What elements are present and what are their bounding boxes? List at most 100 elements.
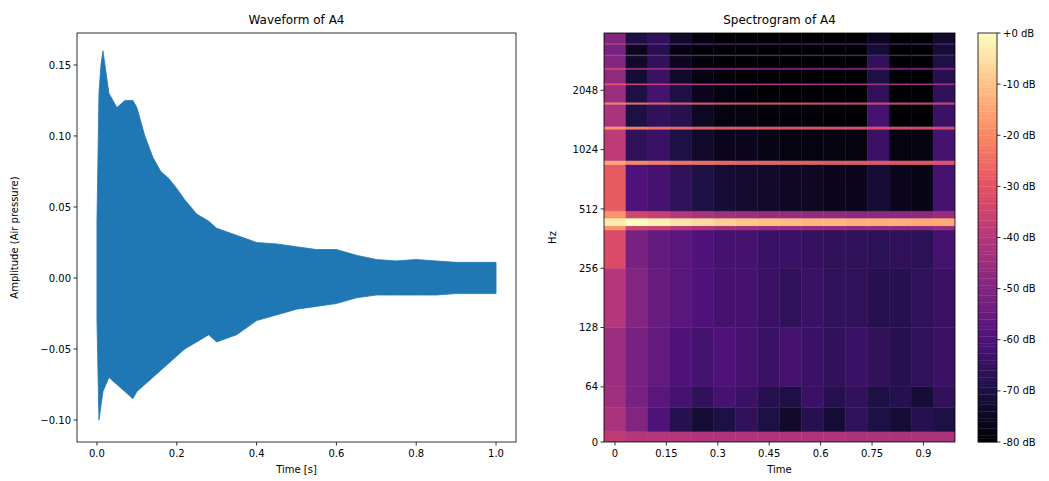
spectrogram-cell bbox=[933, 44, 955, 54]
colorbar-strip bbox=[978, 357, 997, 361]
spectrogram-cell bbox=[604, 268, 626, 327]
spectrogram-cell bbox=[648, 211, 670, 218]
colorbar-strip bbox=[978, 224, 997, 228]
y-tick-label: 0.00 bbox=[49, 273, 71, 284]
colorbar-strip bbox=[978, 142, 997, 146]
spectrogram-cell bbox=[736, 129, 758, 160]
spectrogram-cell bbox=[714, 127, 736, 130]
spectrogram-cell bbox=[801, 387, 823, 408]
waveform-area bbox=[97, 278, 496, 420]
x-tick bbox=[614, 442, 615, 446]
colorbar-tick-label: -60 dB bbox=[1003, 334, 1036, 345]
spectrogram-cell bbox=[604, 102, 626, 104]
colorbar-strip bbox=[978, 115, 997, 119]
spectrogram-cell bbox=[736, 211, 758, 218]
colorbar-strip bbox=[978, 367, 997, 371]
colorbar-strip bbox=[978, 186, 997, 190]
x-ticks: 0.00.20.40.60.81.0 bbox=[89, 442, 504, 459]
spectrogram-cell bbox=[801, 33, 823, 43]
y-tick bbox=[601, 90, 605, 91]
colorbar-strip bbox=[978, 98, 997, 102]
spectrogram-cell bbox=[845, 211, 867, 218]
spectrogram-cell bbox=[736, 102, 758, 104]
spectrogram-cell bbox=[626, 432, 648, 442]
x-tick-label: 0.8 bbox=[408, 448, 424, 459]
spectrogram-cell bbox=[911, 432, 933, 442]
colorbar-tick-label: +0 dB bbox=[1003, 28, 1034, 39]
spectrogram-cell bbox=[823, 129, 845, 160]
spectrogram-cell bbox=[911, 408, 933, 432]
spectrogram-cell bbox=[933, 268, 955, 327]
spectrogram-cell bbox=[626, 69, 648, 83]
spectrogram-cell bbox=[648, 230, 670, 268]
colorbar-strip bbox=[978, 343, 997, 347]
x-tick-label: 0.2 bbox=[169, 448, 185, 459]
spectrogram-cell bbox=[670, 44, 692, 54]
colorbar-strip bbox=[978, 231, 997, 235]
colorbar-strip bbox=[978, 370, 997, 374]
spectrogram-cell bbox=[889, 226, 911, 230]
colorbar-strip bbox=[978, 316, 997, 320]
spectrogram-cell bbox=[714, 211, 736, 218]
spectrogram-cell bbox=[626, 102, 648, 104]
y-tick-label: 0.15 bbox=[49, 60, 71, 71]
colorbar-strip bbox=[978, 302, 997, 306]
spectrogram-cell bbox=[670, 165, 692, 211]
colorbar-strip bbox=[978, 422, 997, 426]
spectrogram-cell bbox=[889, 161, 911, 165]
spectrogram-cell bbox=[823, 387, 845, 408]
colorbar-strip bbox=[978, 411, 997, 415]
colorbar-strip bbox=[978, 53, 997, 57]
spectrogram-cell bbox=[911, 69, 933, 83]
colorbar-strip bbox=[978, 350, 997, 354]
spectrogram-cell bbox=[758, 85, 780, 102]
spectrogram-cell bbox=[714, 230, 736, 268]
y-tick bbox=[601, 149, 605, 150]
spectrogram-cell bbox=[670, 69, 692, 83]
spectrogram-cell bbox=[780, 211, 802, 218]
colorbar-strip bbox=[978, 425, 997, 429]
spectrogram-cell bbox=[648, 83, 670, 85]
spectrogram-cell bbox=[692, 328, 714, 387]
colorbar-strip bbox=[978, 408, 997, 412]
colorbar-strip bbox=[978, 432, 997, 436]
spectrogram-cell bbox=[780, 102, 802, 104]
spectrogram-cell bbox=[933, 165, 955, 211]
x-tick-label: 0.45 bbox=[758, 448, 780, 459]
spectrogram-cell bbox=[845, 69, 867, 83]
spectrogram-cell bbox=[933, 161, 955, 165]
spectrogram-cell bbox=[736, 218, 758, 226]
colorbar-strip bbox=[978, 169, 997, 173]
spectrogram-cell bbox=[692, 102, 714, 104]
spectrogram-cell bbox=[604, 408, 626, 432]
spectrogram-cell bbox=[823, 85, 845, 102]
spectrogram-cell bbox=[758, 56, 780, 68]
spectrogram-cell bbox=[692, 69, 714, 83]
spectrogram-cell bbox=[648, 432, 670, 442]
spectrogram-cell bbox=[604, 127, 626, 130]
spectrogram-cell bbox=[604, 161, 626, 165]
colorbar-strip bbox=[978, 258, 997, 262]
spectrogram-cell bbox=[670, 268, 692, 327]
spectrogram-cell bbox=[758, 83, 780, 85]
colorbar-strip bbox=[978, 84, 997, 88]
spectrogram-cell bbox=[758, 129, 780, 160]
colorbar-tick-label: -50 dB bbox=[1003, 283, 1036, 294]
spectrogram-cell bbox=[801, 104, 823, 126]
colorbar-strip bbox=[978, 405, 997, 409]
spectrogram-cell bbox=[692, 161, 714, 165]
x-tick-label: 0.6 bbox=[328, 448, 344, 459]
spectrogram-cell bbox=[758, 268, 780, 327]
spectrogram-cell bbox=[626, 104, 648, 126]
spectrogram-cell bbox=[648, 268, 670, 327]
colorbar-strip bbox=[978, 132, 997, 136]
colorbar-tick bbox=[997, 135, 1001, 136]
spectrogram-cell bbox=[889, 408, 911, 432]
spectrogram-cell bbox=[867, 268, 889, 327]
colorbar-strip bbox=[978, 77, 997, 81]
spectrogram-cell bbox=[867, 230, 889, 268]
spectrogram-cell bbox=[736, 127, 758, 130]
spectrogram-cell bbox=[845, 33, 867, 43]
colorbar-strip bbox=[978, 111, 997, 115]
spectrogram-cell bbox=[758, 33, 780, 43]
